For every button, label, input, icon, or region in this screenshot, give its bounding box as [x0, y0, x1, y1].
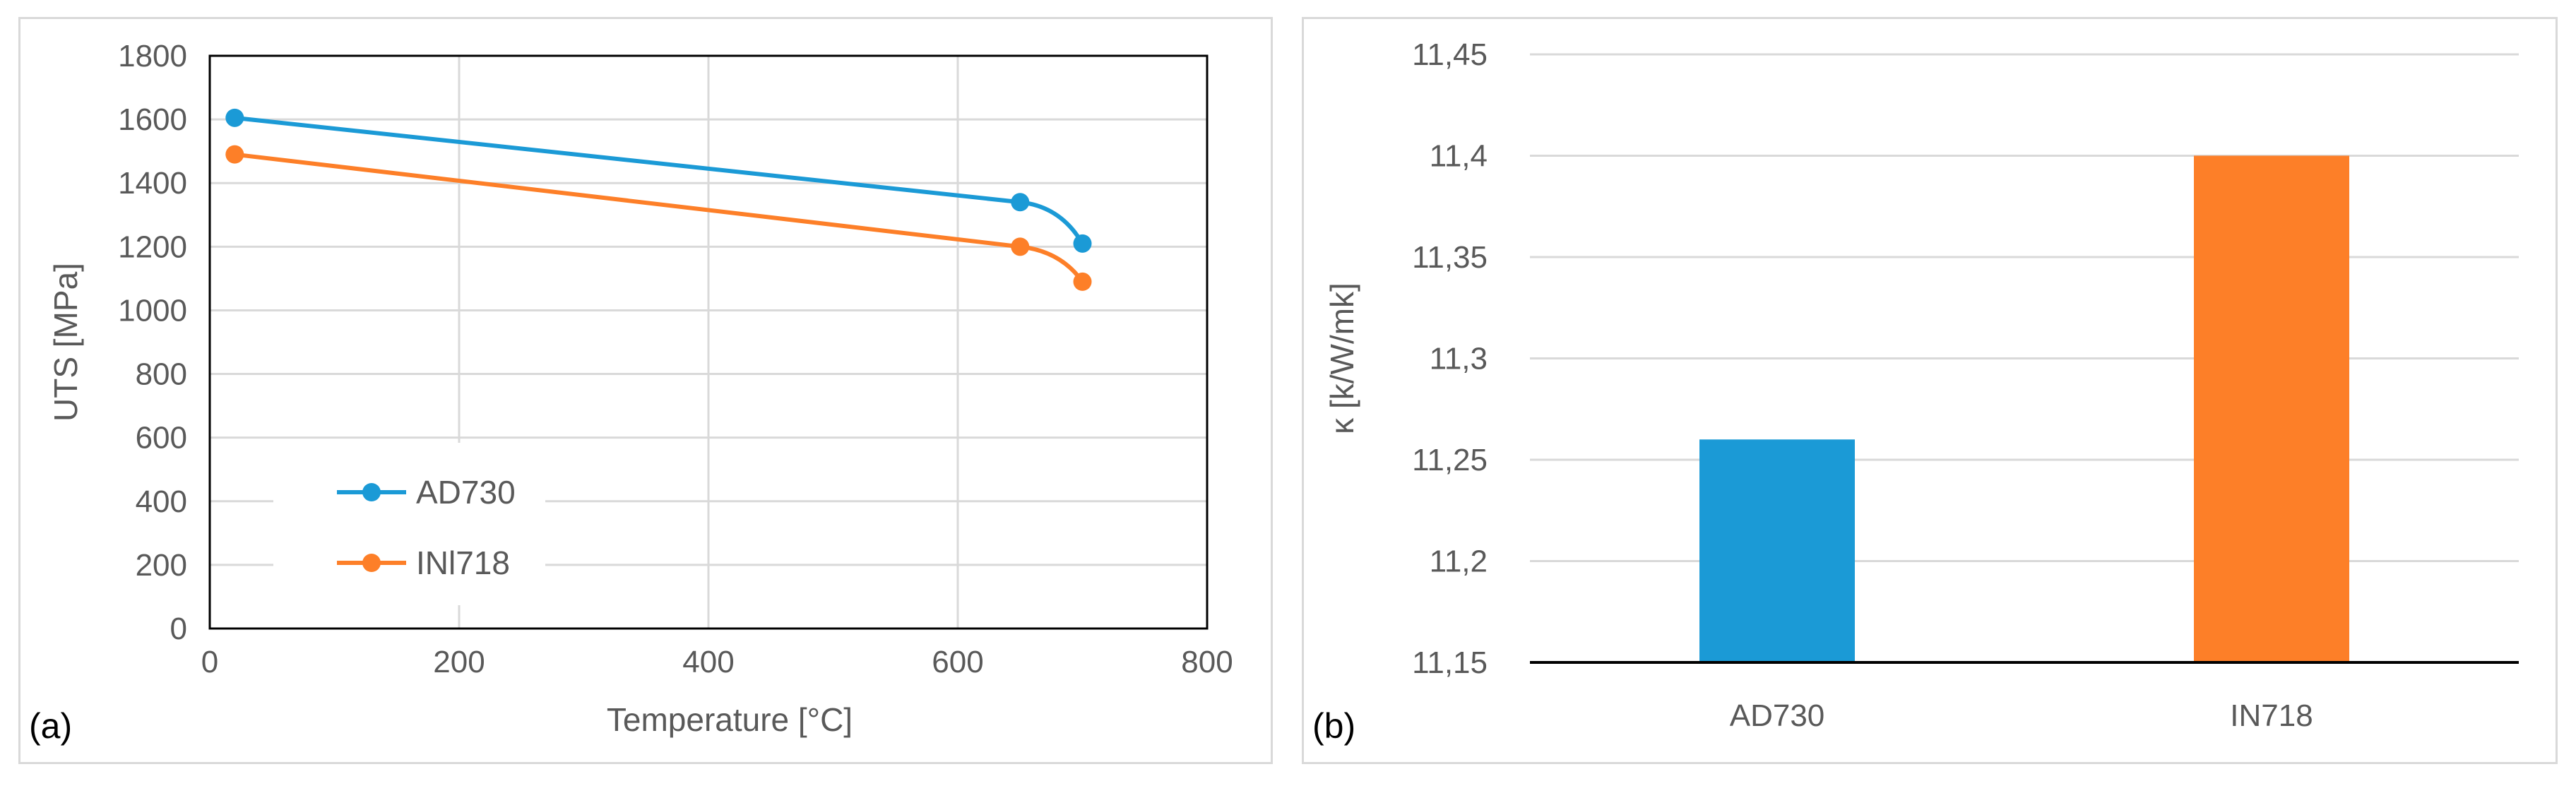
plot-area-border — [208, 54, 1209, 630]
x-tick-label: 0 — [201, 645, 218, 679]
x-tick-label: 200 — [433, 645, 485, 679]
y-tick-label: 11,4 — [1430, 139, 1488, 174]
legend-background — [273, 443, 545, 605]
legend-label: AD730 — [416, 474, 516, 511]
data-point — [225, 145, 244, 164]
legend-label: INl718 — [416, 544, 510, 581]
y-axis-title: κ [k/W/mk] — [1324, 282, 1360, 434]
y-tick-label: 0 — [170, 612, 187, 646]
panel-label-a: (a) — [29, 706, 72, 746]
y-tick-label: 200 — [136, 548, 187, 583]
y-tick-label: 11,2 — [1430, 544, 1488, 579]
legend-marker — [362, 483, 381, 501]
x-tick-label: AD730 — [1730, 698, 1825, 733]
data-point — [1011, 237, 1030, 256]
data-point — [1073, 234, 1092, 253]
data-point — [225, 108, 244, 127]
x-tick-label: 800 — [1181, 645, 1233, 679]
x-tick-label: 400 — [682, 645, 734, 679]
bar-ad730 — [1699, 439, 1855, 662]
y-tick-label: 1800 — [118, 39, 187, 73]
y-tick-label: 11,25 — [1412, 443, 1488, 477]
y-tick-label: 600 — [136, 421, 187, 455]
y-tick-label: 1000 — [118, 293, 187, 328]
data-point — [1011, 193, 1030, 212]
chart-panel-b: 11,15 11,2 11,25 11,3 11,35 11,4 11,45 AD730 IN7… — [1302, 17, 2558, 764]
line-chart: 0 200 400 600 800 1000 1200 1400 1600 1800 0 200 400… — [29, 39, 1233, 746]
y-tick-label: 11,15 — [1412, 645, 1488, 680]
y-tick-label: 11,3 — [1430, 342, 1488, 376]
y-tick-label: 1400 — [118, 166, 187, 201]
x-tick-label: 600 — [932, 645, 983, 679]
panel-label-b: (b) — [1312, 706, 1355, 746]
y-tick-label: 1200 — [118, 230, 187, 264]
bar-in718 — [2194, 155, 2349, 662]
legend-marker — [362, 554, 381, 572]
x-axis-title: Temperature [°C] — [607, 701, 853, 738]
y-tick-label: 400 — [136, 484, 187, 519]
series-line-ad730 — [234, 115, 1085, 245]
y-tick-label: 11,45 — [1412, 37, 1488, 72]
y-tick-label: 800 — [136, 357, 187, 392]
chart-panel-a: 0 200 400 600 800 1000 1200 1400 1600 1800 0 200 400… — [18, 17, 1273, 764]
y-tick-label: 11,35 — [1412, 240, 1488, 275]
bar-chart: 11,15 11,2 11,25 11,3 11,35 11,4 11,45 AD730 IN7… — [1312, 37, 2519, 746]
x-tick-label: IN718 — [2230, 698, 2313, 733]
y-tick-label: 1600 — [118, 102, 187, 137]
series-line-inl718 — [234, 152, 1084, 283]
data-point — [1073, 272, 1092, 291]
y-axis-title: UTS [MPa] — [47, 263, 84, 422]
